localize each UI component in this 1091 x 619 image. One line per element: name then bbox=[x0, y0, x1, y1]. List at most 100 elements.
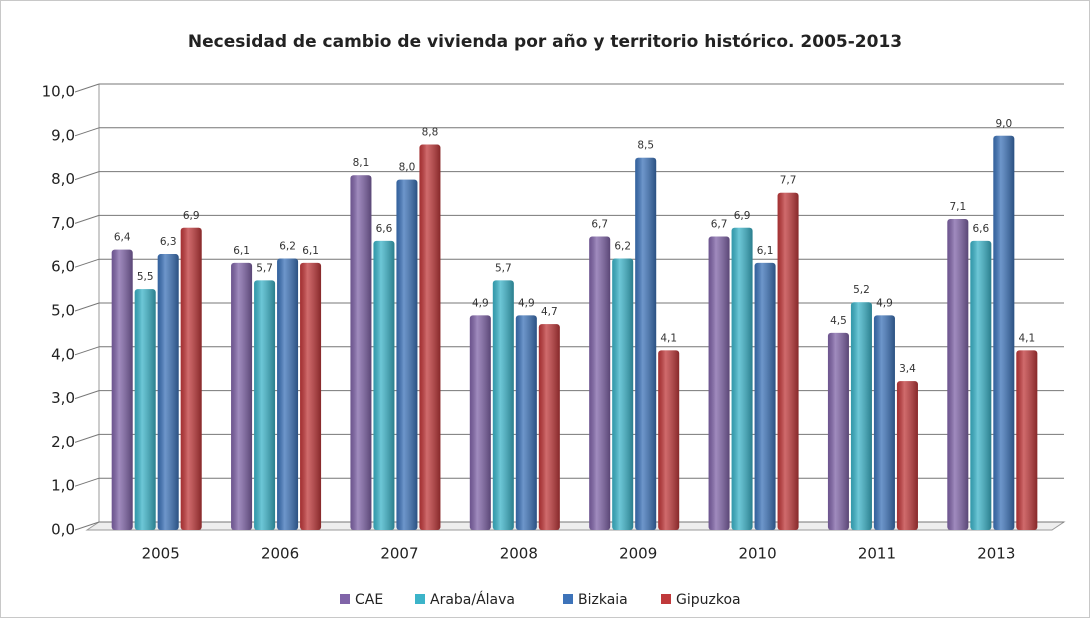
bar-shade bbox=[731, 227, 753, 530]
legend-swatch bbox=[340, 594, 350, 604]
bar-shade bbox=[612, 258, 634, 530]
x-tick-label: 2013 bbox=[977, 545, 1015, 563]
legend-label: Gipuzkoa bbox=[676, 592, 741, 608]
bar-shade bbox=[777, 192, 799, 531]
x-tick-label: 2008 bbox=[500, 545, 538, 563]
y-tick-label: 5,0 bbox=[51, 302, 75, 320]
y-tick-label: 2,0 bbox=[51, 433, 75, 451]
value-label: 6,7 bbox=[711, 219, 728, 231]
value-label: 4,1 bbox=[660, 332, 677, 344]
bar-shade bbox=[708, 236, 730, 531]
bar-shade bbox=[1016, 350, 1038, 530]
bar-shade bbox=[538, 324, 560, 530]
y-tick-label: 6,0 bbox=[51, 258, 75, 276]
bar-shade bbox=[658, 350, 680, 530]
bar-shade bbox=[635, 157, 657, 530]
y-tick-label: 7,0 bbox=[51, 214, 75, 232]
value-label: 6,2 bbox=[614, 240, 631, 252]
bar-shade bbox=[850, 302, 872, 530]
bar-shade bbox=[827, 332, 849, 530]
legend-label: Araba/Álava bbox=[430, 591, 515, 608]
grid-depth bbox=[74, 171, 100, 181]
bar-shade bbox=[589, 236, 611, 531]
x-tick-label: 2009 bbox=[619, 545, 657, 563]
value-label: 6,1 bbox=[757, 245, 774, 257]
y-tick-label: 9,0 bbox=[51, 126, 75, 144]
grid-depth bbox=[74, 302, 100, 312]
value-label: 6,6 bbox=[972, 223, 989, 235]
legend-swatch bbox=[661, 594, 671, 604]
grid-depth bbox=[74, 214, 100, 224]
value-label: 6,6 bbox=[376, 223, 393, 235]
grid-depth bbox=[74, 346, 100, 356]
grid-depth bbox=[74, 521, 100, 531]
bar-shade bbox=[180, 227, 202, 530]
bar-shade bbox=[231, 262, 253, 530]
legend-label: CAE bbox=[355, 592, 383, 608]
y-tick-label: 0,0 bbox=[51, 521, 75, 539]
value-label: 6,9 bbox=[183, 210, 200, 222]
bar-shade bbox=[492, 280, 514, 530]
grid-depth bbox=[74, 83, 100, 93]
bar-shade bbox=[896, 381, 918, 530]
value-label: 4,9 bbox=[472, 297, 489, 309]
x-tick-label: 2007 bbox=[380, 545, 418, 563]
x-tick-label: 2011 bbox=[858, 545, 896, 563]
value-label: 7,7 bbox=[780, 175, 797, 187]
value-label: 5,2 bbox=[853, 284, 870, 296]
x-tick-label: 2005 bbox=[142, 545, 180, 563]
x-tick-label: 2006 bbox=[261, 545, 299, 563]
bar-shade bbox=[373, 240, 395, 531]
value-label: 7,1 bbox=[949, 201, 966, 213]
y-tick-label: 4,0 bbox=[51, 345, 75, 363]
y-tick-label: 3,0 bbox=[51, 389, 75, 407]
value-label: 6,4 bbox=[114, 232, 131, 244]
value-label: 8,8 bbox=[422, 127, 439, 139]
value-label: 6,1 bbox=[302, 245, 319, 257]
value-label: 4,1 bbox=[1018, 332, 1035, 344]
bar-shade bbox=[157, 254, 179, 530]
value-label: 9,0 bbox=[995, 118, 1012, 130]
bar-shade bbox=[515, 315, 537, 530]
value-label: 8,1 bbox=[353, 157, 370, 169]
bar-shade bbox=[754, 262, 776, 530]
bar-shade bbox=[993, 135, 1015, 531]
bar-shade bbox=[134, 289, 156, 530]
value-label: 4,5 bbox=[830, 315, 847, 327]
bar-shade bbox=[469, 315, 491, 530]
bar-shade bbox=[396, 179, 418, 530]
bar-shade bbox=[970, 240, 992, 531]
grid-depth bbox=[74, 477, 100, 487]
value-label: 4,9 bbox=[876, 297, 893, 309]
legend-swatch bbox=[563, 594, 573, 604]
bar-shade bbox=[873, 315, 895, 530]
value-label: 3,4 bbox=[899, 363, 916, 375]
value-label: 6,9 bbox=[734, 210, 751, 222]
grid-depth bbox=[74, 258, 100, 268]
value-label: 6,1 bbox=[233, 245, 250, 257]
value-label: 8,0 bbox=[399, 162, 416, 174]
y-tick-label: 8,0 bbox=[51, 170, 75, 188]
value-label: 8,5 bbox=[637, 140, 654, 152]
y-tick-label: 10,0 bbox=[42, 83, 75, 101]
bar-shade bbox=[277, 258, 299, 530]
grid-depth bbox=[74, 127, 100, 137]
chart-title: Necesidad de cambio de vivienda por año … bbox=[188, 32, 902, 52]
value-label: 6,2 bbox=[279, 240, 296, 252]
grid-depth bbox=[74, 390, 100, 400]
value-label: 6,7 bbox=[591, 219, 608, 231]
value-label: 6,3 bbox=[160, 236, 177, 248]
grid-depth bbox=[74, 433, 100, 443]
legend-swatch bbox=[415, 594, 425, 604]
value-label: 4,7 bbox=[541, 306, 558, 318]
bar-shade bbox=[254, 280, 276, 530]
bar-shade bbox=[419, 144, 441, 530]
x-tick-label: 2010 bbox=[738, 545, 776, 563]
value-label: 5,7 bbox=[495, 262, 512, 274]
bar-shade bbox=[947, 219, 969, 530]
bar-shade bbox=[300, 262, 322, 530]
bar-shade bbox=[111, 249, 133, 530]
legend-label: Bizkaia bbox=[578, 592, 628, 608]
value-label: 5,7 bbox=[256, 262, 273, 274]
